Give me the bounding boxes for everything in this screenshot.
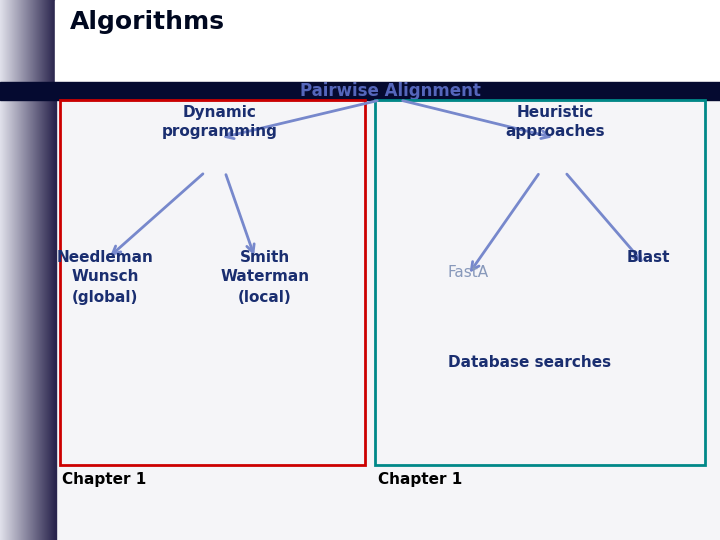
Bar xyxy=(16,0,17,540)
Bar xyxy=(14,0,15,540)
Text: (global): (global) xyxy=(72,290,138,305)
Bar xyxy=(2,0,3,540)
Text: Chapter 1: Chapter 1 xyxy=(378,472,462,487)
Bar xyxy=(33,0,34,540)
Bar xyxy=(23,0,24,540)
Bar xyxy=(48,0,49,540)
Text: Pairwise Alignment: Pairwise Alignment xyxy=(300,82,480,100)
Bar xyxy=(51,0,52,540)
Bar xyxy=(28,0,29,540)
Bar xyxy=(11,0,12,540)
Bar xyxy=(47,0,48,540)
Text: Dynamic
programming: Dynamic programming xyxy=(162,105,278,139)
Bar xyxy=(22,0,23,540)
Bar xyxy=(4,0,5,540)
Text: Database searches: Database searches xyxy=(449,355,611,370)
Bar xyxy=(45,0,46,540)
Bar xyxy=(29,0,30,540)
Bar xyxy=(375,100,705,465)
Bar xyxy=(37,0,38,540)
Text: Needleman
Wunsch: Needleman Wunsch xyxy=(57,250,153,284)
Bar xyxy=(40,0,41,540)
Bar xyxy=(12,0,13,540)
Bar xyxy=(0,0,1,540)
Bar xyxy=(18,0,19,540)
Bar xyxy=(26,0,27,540)
Bar xyxy=(44,0,45,540)
Bar xyxy=(24,0,25,540)
Bar xyxy=(53,0,54,540)
Text: Chapter 1: Chapter 1 xyxy=(62,472,146,487)
Bar xyxy=(17,0,18,540)
Bar xyxy=(43,0,44,540)
Bar xyxy=(6,0,7,540)
Bar xyxy=(46,0,47,540)
Bar xyxy=(5,0,6,540)
Bar xyxy=(35,0,36,540)
Bar xyxy=(7,0,8,540)
Text: FastA: FastA xyxy=(447,265,489,280)
Text: Blast: Blast xyxy=(626,250,670,265)
Bar xyxy=(38,0,39,540)
Bar xyxy=(55,0,720,90)
Bar xyxy=(25,0,26,540)
Bar xyxy=(13,0,14,540)
Bar xyxy=(30,0,31,540)
Bar xyxy=(10,0,11,540)
Bar xyxy=(60,100,365,465)
Bar xyxy=(52,0,53,540)
Bar xyxy=(32,0,33,540)
Bar xyxy=(31,0,32,540)
Bar xyxy=(42,0,43,540)
Bar xyxy=(9,0,10,540)
Bar xyxy=(39,0,40,540)
Bar xyxy=(20,0,21,540)
Bar xyxy=(41,0,42,540)
Bar xyxy=(54,0,55,540)
Text: Smith
Waterman: Smith Waterman xyxy=(220,250,310,284)
Bar xyxy=(36,0,37,540)
Bar xyxy=(55,0,56,540)
Bar xyxy=(15,0,16,540)
Bar xyxy=(1,0,2,540)
Bar xyxy=(8,0,9,540)
Bar xyxy=(3,0,4,540)
Text: Heuristic
approaches: Heuristic approaches xyxy=(505,105,605,139)
Text: (local): (local) xyxy=(238,290,292,305)
Bar xyxy=(49,0,50,540)
Bar xyxy=(50,0,51,540)
Bar xyxy=(27,0,28,540)
Text: Algorithms: Algorithms xyxy=(70,10,225,34)
Bar xyxy=(19,0,20,540)
Bar xyxy=(0,82,720,100)
Bar xyxy=(34,0,35,540)
Bar xyxy=(21,0,22,540)
